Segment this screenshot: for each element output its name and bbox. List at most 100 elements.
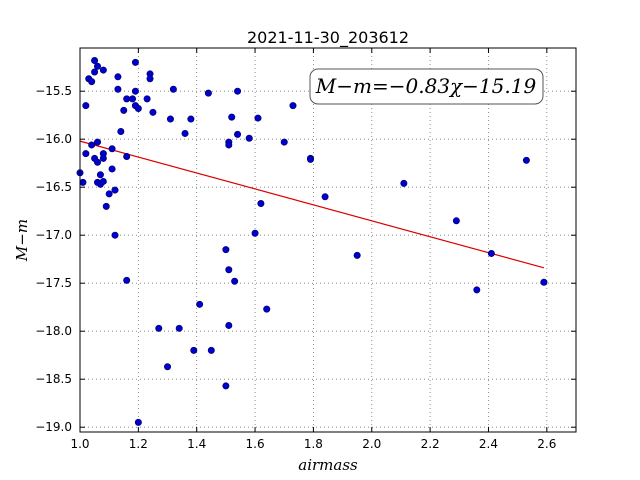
data-point bbox=[400, 179, 408, 187]
data-point bbox=[204, 89, 212, 97]
data-point bbox=[321, 193, 329, 201]
data-point bbox=[522, 156, 530, 164]
data-point bbox=[353, 251, 361, 259]
data-point bbox=[146, 75, 154, 83]
y-tick-label: −18.0 bbox=[35, 324, 72, 338]
data-points bbox=[76, 56, 548, 426]
data-point bbox=[225, 266, 233, 274]
data-point bbox=[94, 62, 102, 70]
data-point bbox=[190, 346, 198, 354]
data-point bbox=[82, 150, 90, 158]
data-point bbox=[99, 177, 107, 185]
data-point bbox=[134, 418, 142, 426]
x-tick-label: 1.4 bbox=[187, 437, 206, 451]
y-tick-label: −17.5 bbox=[35, 276, 72, 290]
data-point bbox=[149, 108, 157, 116]
data-point bbox=[131, 58, 139, 66]
data-point bbox=[234, 87, 242, 95]
data-point bbox=[123, 152, 131, 160]
data-point bbox=[263, 305, 271, 313]
data-point bbox=[114, 85, 122, 93]
y-tick-label: −19.0 bbox=[35, 420, 72, 434]
data-point bbox=[181, 129, 189, 137]
x-tick-label: 1.2 bbox=[129, 437, 148, 451]
data-point bbox=[245, 134, 253, 142]
data-point bbox=[94, 138, 102, 146]
x-tick-label: 1.8 bbox=[304, 437, 323, 451]
data-point bbox=[91, 68, 99, 76]
y-tick-label: −15.5 bbox=[35, 84, 72, 98]
data-point bbox=[222, 246, 230, 254]
data-point bbox=[452, 217, 460, 225]
data-point bbox=[134, 104, 142, 112]
data-point bbox=[473, 286, 481, 294]
data-point bbox=[99, 154, 107, 162]
fit-annotation: M−m=−0.83χ−15.19 bbox=[309, 68, 544, 105]
x-tick-label: 1.6 bbox=[246, 437, 265, 451]
data-point bbox=[169, 85, 177, 93]
data-point bbox=[131, 87, 139, 95]
data-point bbox=[143, 95, 151, 103]
data-point bbox=[257, 200, 265, 208]
data-point bbox=[225, 321, 233, 329]
data-point bbox=[222, 382, 230, 390]
grid-lines bbox=[79, 48, 576, 432]
data-point bbox=[175, 324, 183, 332]
data-point bbox=[120, 106, 128, 114]
data-point bbox=[166, 115, 174, 123]
data-point bbox=[225, 141, 233, 149]
data-point bbox=[228, 113, 236, 121]
y-tick-label: −17.0 bbox=[35, 228, 72, 242]
data-point bbox=[88, 141, 96, 149]
annotation-box bbox=[309, 68, 544, 105]
data-point bbox=[123, 276, 131, 284]
data-point bbox=[114, 73, 122, 81]
data-point bbox=[306, 155, 314, 163]
data-point bbox=[196, 300, 204, 308]
fit-line bbox=[79, 140, 545, 269]
chart-title: 2021-11-30_203612 bbox=[247, 28, 409, 48]
data-point bbox=[254, 114, 262, 122]
data-point bbox=[108, 165, 116, 173]
data-point bbox=[540, 278, 548, 286]
axis-ticks: 1.0 1.2 1.4 1.6 1.8 2.0 2.2 2.4 2.6 −15.5 −16.0 −16… bbox=[35, 48, 576, 451]
data-point bbox=[108, 145, 116, 153]
data-point bbox=[164, 363, 172, 371]
x-tick-label: 1.0 bbox=[70, 437, 89, 451]
data-point bbox=[105, 190, 113, 198]
data-point bbox=[117, 128, 125, 136]
data-point bbox=[207, 346, 215, 354]
data-point bbox=[79, 178, 87, 186]
data-point bbox=[111, 231, 119, 239]
x-tick-label: 2.0 bbox=[362, 437, 381, 451]
data-point bbox=[234, 130, 242, 138]
data-point bbox=[280, 138, 288, 146]
data-point bbox=[231, 277, 239, 285]
x-axis-label: airmass bbox=[298, 456, 358, 474]
data-point bbox=[99, 66, 107, 74]
plot-frame bbox=[79, 47, 577, 433]
data-point bbox=[155, 324, 163, 332]
data-point bbox=[123, 95, 131, 103]
y-tick-label: −18.5 bbox=[35, 372, 72, 386]
data-point bbox=[187, 115, 195, 123]
y-tick-label: −16.5 bbox=[35, 180, 72, 194]
data-point bbox=[102, 202, 110, 210]
data-point bbox=[289, 102, 297, 110]
data-point bbox=[251, 229, 259, 237]
data-point bbox=[94, 158, 102, 166]
data-point bbox=[91, 56, 99, 64]
fit-line-layer bbox=[79, 140, 545, 269]
data-point bbox=[96, 171, 104, 179]
x-tick-label: 2.2 bbox=[421, 437, 440, 451]
data-point bbox=[82, 102, 90, 110]
data-point bbox=[111, 186, 119, 194]
data-point bbox=[487, 249, 495, 257]
y-axis-label: M−m bbox=[13, 219, 31, 262]
data-point bbox=[129, 95, 137, 103]
fit-equation: M−m=−0.83χ−15.19 bbox=[315, 74, 537, 98]
data-point bbox=[88, 78, 96, 86]
x-tick-label: 2.6 bbox=[537, 437, 556, 451]
y-tick-label: −16.0 bbox=[35, 132, 72, 146]
